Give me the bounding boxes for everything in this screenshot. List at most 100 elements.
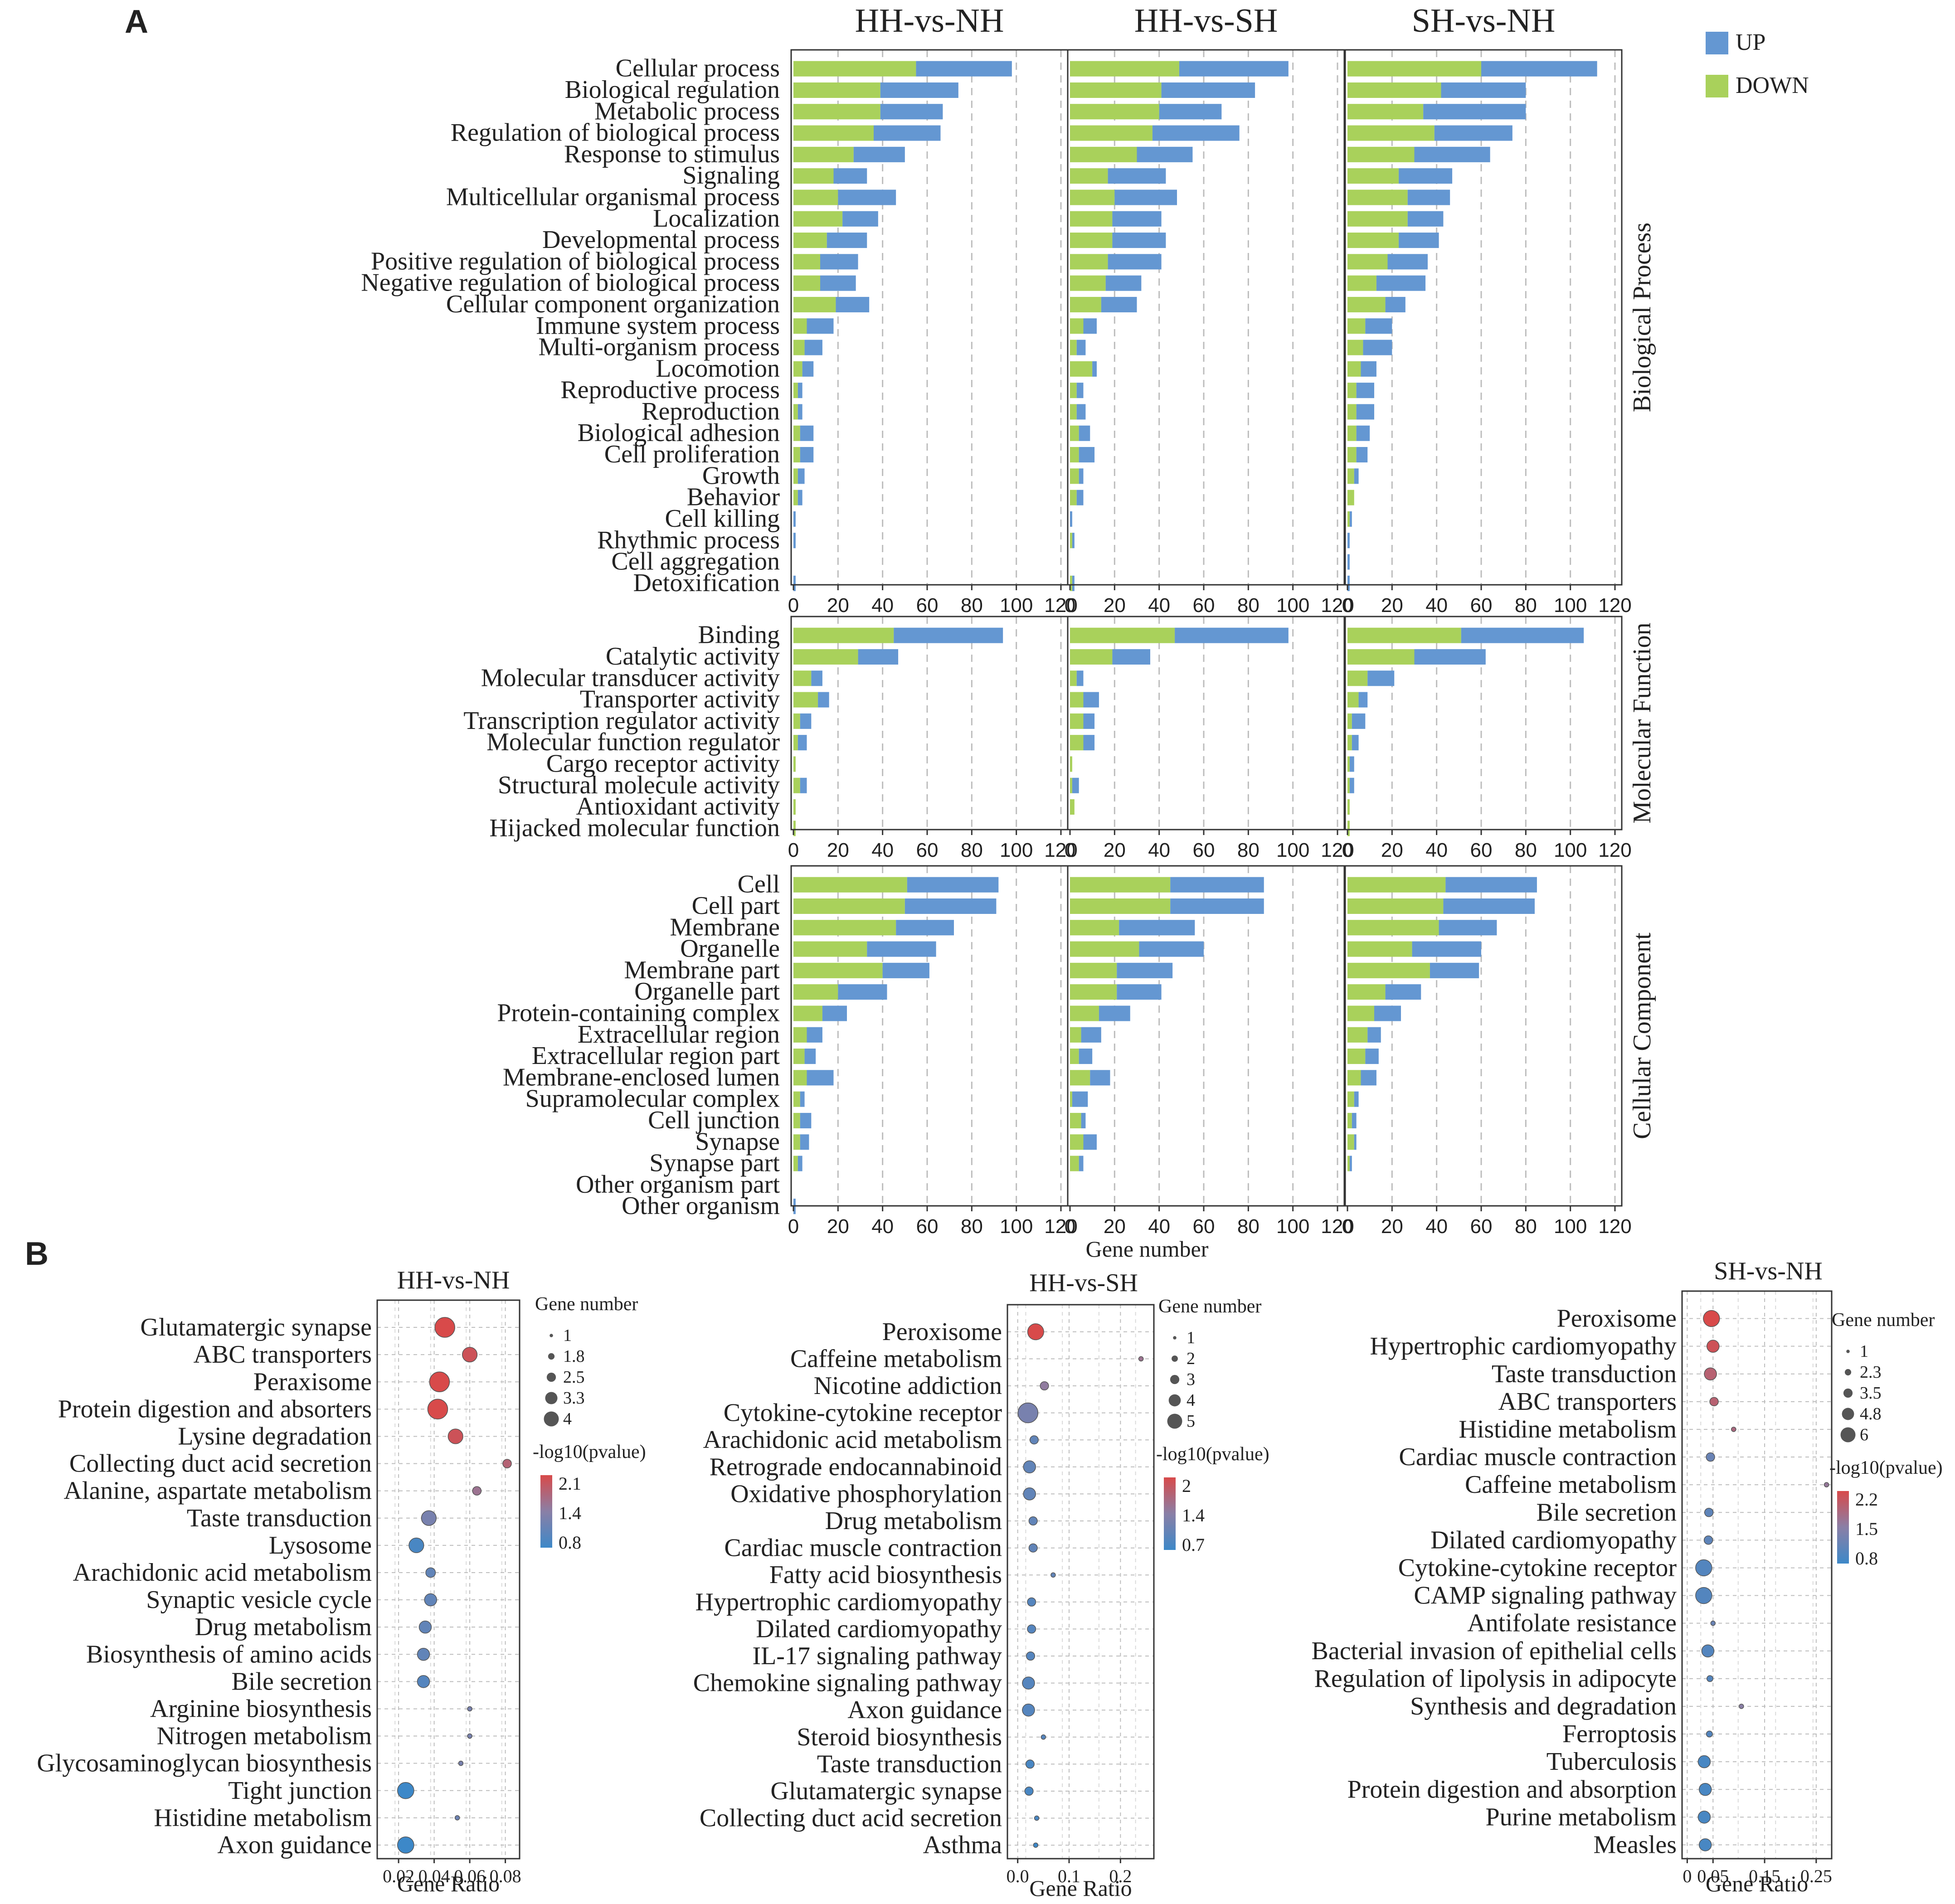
term-label-nicotine-addiction: Nicotine addiction <box>814 1372 1002 1400</box>
bar-down-positive-regulation-of-biological-process <box>1070 254 1108 270</box>
bar-down-multicellular-organismal-process <box>793 189 838 205</box>
panel-frame <box>1067 865 1345 1207</box>
bubble-lysosome <box>409 1537 424 1553</box>
x-tick-label: 80 <box>1515 594 1537 617</box>
bar-down-developmental-process <box>793 233 827 248</box>
term-label-glycosaminoglycan-biosynthesis: Glycosaminoglycan biosynthesis <box>37 1749 372 1778</box>
bar-down-protein-containing-complex <box>1070 1005 1099 1021</box>
bar-down-membrane <box>1070 920 1119 936</box>
bar-up-cargo-receptor-activity <box>1349 756 1354 772</box>
bar-down-response-to-stimulus <box>793 146 854 162</box>
size-legend-dot <box>548 1353 555 1360</box>
bar-up-multi-organism-process <box>1363 340 1392 355</box>
bar-up-developmental-process <box>1112 233 1166 248</box>
bar-up-membrane <box>896 920 954 936</box>
bar-down-cargo-receptor-activity <box>793 756 796 772</box>
bar-down-cellular-component-organization <box>1347 296 1386 312</box>
term-label-peroxisome: Peroxisome <box>882 1318 1002 1346</box>
bar-down-hijacked-molecular-function <box>1347 821 1350 836</box>
bar-down-metabolic-process <box>1070 104 1159 120</box>
x-tick-label: 100 <box>1276 1215 1309 1238</box>
category-label-supramolecular-complex: Supramolecular complex <box>525 1085 780 1113</box>
term-label-nitrogen-metabolism: Nitrogen metabolism <box>157 1722 372 1750</box>
bar-down-signaling <box>1070 168 1108 184</box>
bar-up-growth <box>1354 468 1359 484</box>
color-legend-label: 0.8 <box>559 1532 581 1553</box>
bar-down-negative-regulation-of-biological-process <box>1347 275 1376 291</box>
term-label-bacterial-invasion-of-epithelial-cells: Bacterial invasion of epithelial cells <box>1312 1637 1677 1665</box>
term-label-hypertrophic-cardiomyopathy: Hypertrophic cardiomyopathy <box>695 1588 1002 1616</box>
term-label-synaptic-vesicle-cycle: Synaptic vesicle cycle <box>146 1586 372 1614</box>
size-legend-label: 1.8 <box>563 1347 585 1366</box>
category-label-positive-regulation-of-biological-process: Positive regulation of biological proces… <box>371 247 780 275</box>
bubble-plot-frame <box>1681 1290 1833 1860</box>
bar-up-molecular-function-regulator <box>1352 735 1359 751</box>
bar-up-regulation-of-biological-process <box>874 125 941 141</box>
bar-down-molecular-transducer-activity <box>1070 670 1077 686</box>
bar-down-regulation-of-biological-process <box>1070 125 1153 141</box>
x-tick-label: 40 <box>1148 1215 1170 1238</box>
term-label-taste-transduction: Taste transduction <box>187 1504 372 1532</box>
bar-down-localization <box>1070 211 1113 227</box>
color-legend-label: 0.7 <box>1182 1535 1205 1555</box>
bar-down-reproduction <box>793 404 798 420</box>
x-tick-label: 20 <box>827 839 849 861</box>
bar-down-molecular-transducer-activity <box>1347 670 1368 686</box>
bubble-abc-transporters <box>1709 1397 1719 1407</box>
bubble-steroid-biosynthesis <box>1041 1734 1046 1740</box>
term-label-abc-transporters: ABC transporters <box>1498 1388 1677 1416</box>
bar-down-negative-regulation-of-biological-process <box>793 275 820 291</box>
bar-up-molecular-transducer-activity <box>1076 670 1084 686</box>
bubble-protein-digestion-and-absorters <box>427 1399 448 1420</box>
bar-up-membrane-enclosed-lumen <box>807 1070 834 1086</box>
term-label-bile-secretion: Bile secretion <box>232 1667 372 1695</box>
bar-up-localization <box>842 211 878 227</box>
bar-down-cell <box>793 877 907 893</box>
category-label-synapse-part: Synapse part <box>649 1149 780 1177</box>
bubble-bile-secretion <box>1704 1508 1714 1517</box>
bar-up-response-to-stimulus <box>1137 146 1193 162</box>
category-label-cargo-receptor-activity: Cargo receptor activity <box>546 749 780 777</box>
x-tick-label: 20 <box>1381 839 1403 861</box>
bar-down-biological-regulation <box>793 82 880 98</box>
size-legend-dot <box>1168 1394 1181 1407</box>
bar-down-transporter-activity <box>1347 692 1359 708</box>
term-label-taste-transduction: Taste transduction <box>817 1750 1002 1778</box>
bar-up-catalytic-activity <box>1112 649 1150 665</box>
bar-down-extracellular-region-part <box>1347 1049 1366 1064</box>
term-label-bile-secretion: Bile secretion <box>1537 1498 1677 1526</box>
bar-up-signaling <box>833 168 867 184</box>
bubble-cytokine-cytokine-receptor <box>1017 1402 1039 1423</box>
bar-up-behavior <box>798 490 802 505</box>
bar-up-multicellular-organismal-process <box>1114 189 1177 205</box>
bar-up-cellular-process <box>1481 61 1597 77</box>
bubble-antifolate-resistance <box>1710 1620 1716 1626</box>
bubble-retrograde-endocannabinoid <box>1023 1460 1036 1474</box>
bar-up-rhythmic-process <box>1072 533 1075 549</box>
bar-down-extracellular-region <box>1070 1027 1081 1043</box>
bar-up-rhythmic-process <box>793 533 796 549</box>
bubble-il-17-signaling-pathway <box>1026 1651 1035 1661</box>
bar-down-organelle-part <box>1347 984 1386 1000</box>
x-tick-label: 0 <box>788 839 799 861</box>
bar-down-multi-organism-process <box>1347 340 1363 355</box>
bar-down-developmental-process <box>1070 233 1113 248</box>
bar-up-cell-aggregation <box>1347 554 1350 570</box>
bar-down-synapse-part <box>1347 1156 1350 1171</box>
bar-up-organelle <box>867 941 936 957</box>
color-legend-label: 0.8 <box>1855 1548 1878 1569</box>
x-tick-label: 60 <box>916 839 939 861</box>
term-label-abc-transporters: ABC transporters <box>193 1341 372 1369</box>
term-label-drug-metabolism: Drug metabolism <box>825 1507 1002 1535</box>
bar-up-biological-adhesion <box>1356 425 1370 441</box>
bar-up-membrane <box>1439 920 1497 936</box>
x-tick-label: 20 <box>1104 839 1126 861</box>
panel-biological-process-hh-vs-sh: 0 20 40 60 80 100 120 <box>1065 49 1354 617</box>
bar-down-localization <box>1347 211 1408 227</box>
bar-up-response-to-stimulus <box>1414 146 1490 162</box>
x-tick-label: 0.0 <box>1007 1866 1029 1886</box>
category-label-protein-containing-complex: Protein-containing complex <box>497 999 780 1027</box>
bar-up-organelle <box>1139 941 1204 957</box>
x-tick-label: 0 <box>1065 594 1075 617</box>
